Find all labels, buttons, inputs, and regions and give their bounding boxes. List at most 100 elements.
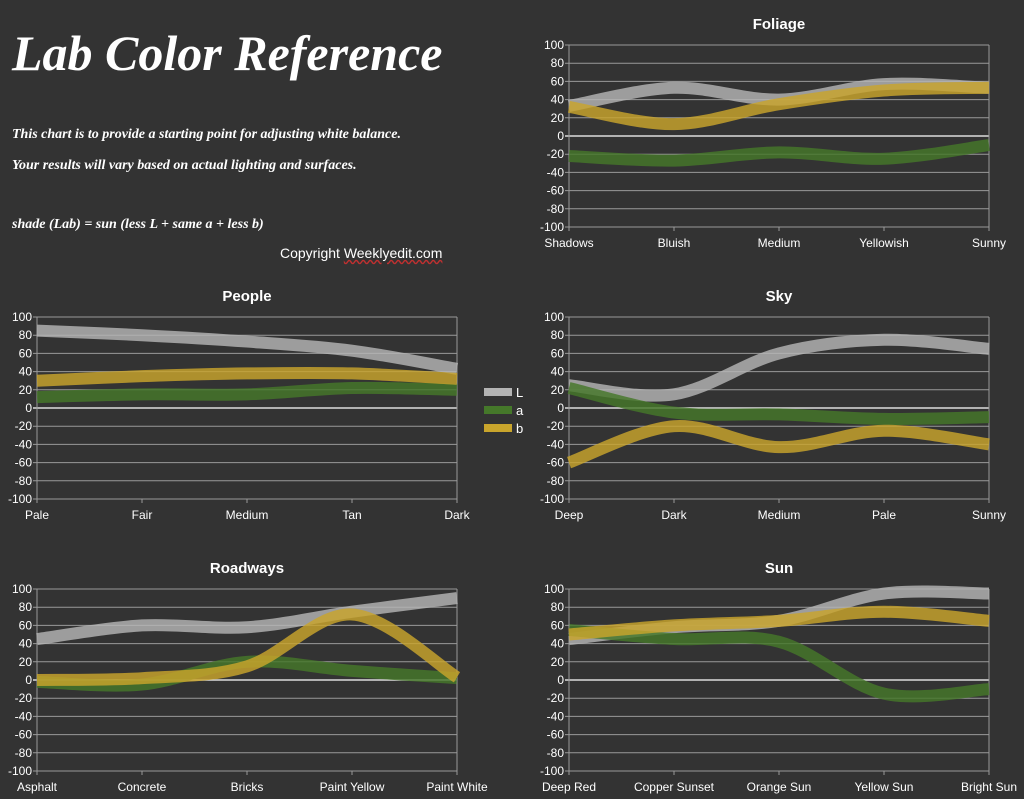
legend-item-b: b <box>484 419 523 437</box>
y-tick-label: 100 <box>544 582 564 596</box>
chart-title: Roadways <box>210 560 284 577</box>
x-tick-label: Tan <box>342 508 361 522</box>
y-tick-label: -100 <box>540 220 564 234</box>
legend-swatch <box>484 424 512 432</box>
series-line-b <box>36 366 458 387</box>
x-tick-label: Bluish <box>658 236 691 250</box>
legend-label: a <box>516 402 524 418</box>
legend-swatch <box>484 406 512 414</box>
y-tick-label: 80 <box>551 328 565 342</box>
x-tick-label: Medium <box>758 236 801 250</box>
y-tick-label: -60 <box>15 728 33 742</box>
y-tick-label: 60 <box>551 618 565 632</box>
legend-item-L: L <box>484 383 523 401</box>
copyright-site: Weeklyedit.com <box>343 245 443 261</box>
y-tick-label: -80 <box>547 202 565 216</box>
x-tick-label: Dark <box>661 508 687 522</box>
x-tick-label: Sunny <box>972 508 1006 522</box>
series-line-b <box>36 608 461 686</box>
y-tick-label: -100 <box>540 492 564 506</box>
x-tick-label: Copper Sunset <box>634 780 715 794</box>
y-tick-label: -40 <box>547 165 565 179</box>
y-tick-label: -80 <box>547 746 565 760</box>
intro-line-2: Your results will vary based on actual l… <box>12 158 357 173</box>
x-tick-label: Medium <box>758 508 801 522</box>
x-tick-label: Bricks <box>231 780 264 794</box>
y-tick-label: -60 <box>547 184 565 198</box>
y-tick-label: -100 <box>8 764 32 778</box>
y-tick-label: 60 <box>19 618 33 632</box>
y-tick-label: -20 <box>547 147 565 161</box>
x-tick-label: Shadows <box>544 236 593 250</box>
y-tick-label: -40 <box>547 709 565 723</box>
y-tick-label: -40 <box>15 437 33 451</box>
y-tick-label: 0 <box>557 129 564 143</box>
legend: L a b <box>484 383 523 437</box>
chart-title: Sun <box>765 560 793 577</box>
x-tick-label: Concrete <box>118 780 167 794</box>
x-tick-label: Asphalt <box>17 780 58 794</box>
y-tick-label: 0 <box>557 401 564 415</box>
y-tick-label: 40 <box>551 365 565 379</box>
series-line-L <box>36 324 459 375</box>
y-tick-label: 100 <box>544 38 564 52</box>
y-tick-label: 80 <box>19 328 33 342</box>
x-tick-label: Deep <box>555 508 584 522</box>
y-tick-label: 100 <box>544 310 564 324</box>
x-tick-label: Medium <box>226 508 269 522</box>
y-tick-label: -60 <box>547 728 565 742</box>
x-tick-label: Yellowish <box>859 236 909 250</box>
series-line-a <box>567 382 990 425</box>
formula: shade (Lab) = sun (less L + same a + les… <box>12 217 264 232</box>
y-tick-label: -100 <box>8 492 32 506</box>
y-tick-label: 40 <box>19 365 33 379</box>
chart-foliage: Foliage 100 80 60 40 20 0 -20 -40 -60 -80 -100 Shado… <box>540 16 1006 250</box>
y-tick-label: 40 <box>19 637 33 651</box>
y-tick-label: 20 <box>19 655 33 669</box>
y-tick-label: 20 <box>19 383 33 397</box>
chart-title: Sky <box>766 288 793 305</box>
x-tick-label: Orange Sun <box>747 780 812 794</box>
series-line-L <box>36 592 458 645</box>
y-tick-label: 40 <box>551 93 565 107</box>
x-tick-label: Paint Yellow <box>320 780 385 794</box>
intro-line-1: This chart is to provide a starting poin… <box>12 127 401 142</box>
y-tick-label: 20 <box>551 111 565 125</box>
x-tick-label: Pale <box>25 508 49 522</box>
page-title: Lab Color Reference <box>12 25 443 81</box>
chart-sun: Sun 100 80 60 40 20 0 -20 -40 -60 -80 -100 Deep Red C… <box>540 560 1017 794</box>
y-tick-label: 60 <box>19 346 33 360</box>
x-tick-label: Dark <box>444 508 470 522</box>
series-line-b <box>566 420 990 469</box>
series-line-b <box>568 605 990 641</box>
y-tick-label: -20 <box>547 419 565 433</box>
x-tick-label: Paint White <box>426 780 488 794</box>
y-tick-label: 40 <box>551 637 565 651</box>
copyright: Copyright Weeklyedit.com <box>280 245 442 261</box>
legend-swatch <box>484 388 512 396</box>
legend-label: b <box>516 420 524 436</box>
x-tick-label: Sunny <box>972 236 1006 250</box>
y-tick-label: 0 <box>25 401 32 415</box>
y-tick-label: 20 <box>551 383 565 397</box>
y-tick-label: -100 <box>540 764 564 778</box>
y-tick-label: 20 <box>551 655 565 669</box>
x-tick-label: Yellow Sun <box>855 780 914 794</box>
x-tick-label: Deep Red <box>542 780 596 794</box>
y-tick-label: -20 <box>547 691 565 705</box>
chart-title: People <box>222 288 271 305</box>
copyright-prefix: Copyright <box>280 245 344 261</box>
x-tick-label: Bright Sun <box>961 780 1017 794</box>
y-tick-label: 60 <box>551 346 565 360</box>
y-tick-label: -80 <box>15 746 33 760</box>
y-tick-label: 100 <box>12 310 32 324</box>
legend-label: L <box>516 384 524 400</box>
y-tick-label: 80 <box>551 56 565 70</box>
y-tick-label: -60 <box>547 456 565 470</box>
chart-sky: Sky 100 80 60 40 20 0 -20 -40 -60 -80 -100 Deep Dark M… <box>540 288 1006 522</box>
y-tick-label: 0 <box>25 673 32 687</box>
y-tick-label: -20 <box>15 691 33 705</box>
y-tick-label: -40 <box>15 709 33 723</box>
y-tick-label: -60 <box>15 456 33 470</box>
